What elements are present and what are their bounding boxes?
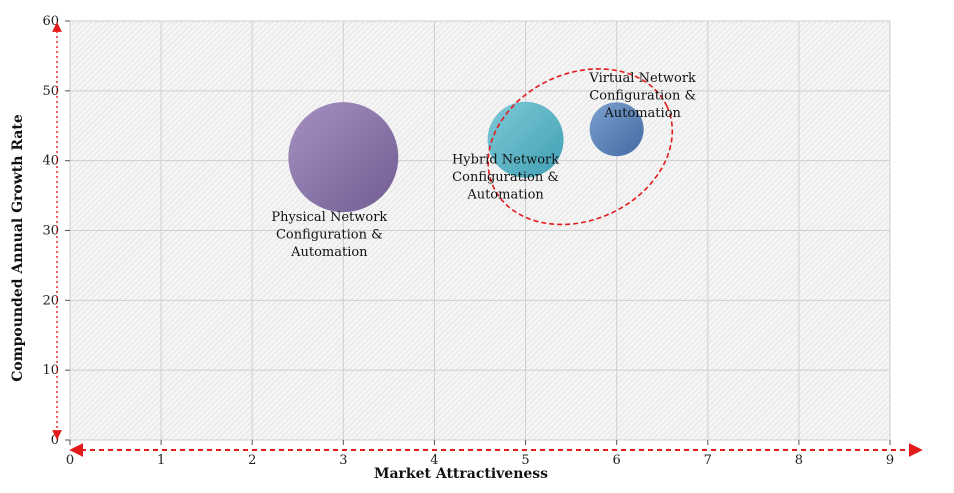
x-tick-label: 3 xyxy=(339,453,347,468)
gridlines xyxy=(69,20,891,441)
highlight-group xyxy=(487,68,674,226)
x-tick-label: 1 xyxy=(157,453,165,468)
bubble-labels: Physical Network Configuration & Automatio… xyxy=(271,71,696,260)
bubble-label: Virtual Network Configuration & Automation xyxy=(588,71,696,121)
x-tick-label: 8 xyxy=(795,453,803,468)
highlight-ellipse xyxy=(487,68,674,226)
x-tick-label: 9 xyxy=(886,453,894,468)
bubble-label-line: Virtual Network xyxy=(588,71,696,86)
y-tick-label: 10 xyxy=(42,363,59,378)
bubble-label-line: Physical Network xyxy=(271,210,387,225)
x-tick-label: 0 xyxy=(66,453,74,468)
bubble-label: Hybrid Network Configuration & Automation xyxy=(452,153,559,203)
bubble-label-line: Automation xyxy=(603,106,681,121)
bubbles xyxy=(288,101,644,213)
bubble-label-line: Configuration & xyxy=(276,228,383,243)
x-axis-title: Market Attractiveness xyxy=(374,466,548,482)
x-tick-label: 6 xyxy=(613,453,621,468)
bubble-label-line: Automation xyxy=(290,245,368,260)
x-tick-label: 7 xyxy=(704,453,712,468)
bubble-label: Physical Network Configuration & Automatio… xyxy=(271,210,387,260)
x-tick-label: 4 xyxy=(430,453,438,468)
bubble-label-line: Automation xyxy=(466,188,544,203)
bubble-label-line: Hybrid Network xyxy=(452,153,559,168)
bubble-point xyxy=(288,102,399,213)
bubble-point xyxy=(487,101,564,178)
bubble-label-line: Configuration & xyxy=(589,89,696,104)
y-tick-label: 0 xyxy=(51,433,59,448)
x-tick-label: 2 xyxy=(248,453,256,468)
bubble-point xyxy=(589,102,644,157)
y-axis-title: Compounded Annual Growth Rate xyxy=(10,114,26,382)
x-tick-label: 5 xyxy=(521,453,529,468)
bubble-label-line: Configuration & xyxy=(452,170,559,185)
x-axis-ticks: 0 1 2 3 4 5 6 7 8 9 xyxy=(66,440,894,468)
